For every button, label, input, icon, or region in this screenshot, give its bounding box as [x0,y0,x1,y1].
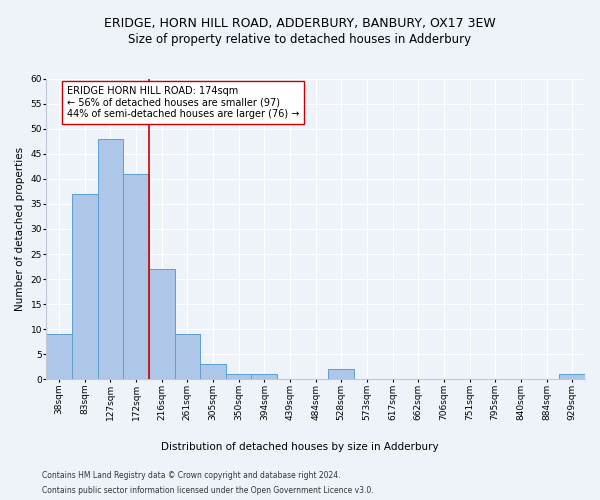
Bar [559,374,585,380]
Text: Contains public sector information licensed under the Open Government Licence v3: Contains public sector information licen… [42,486,374,495]
Text: Distribution of detached houses by size in Adderbury: Distribution of detached houses by size … [161,442,439,452]
Bar [200,364,226,380]
Y-axis label: Number of detached properties: Number of detached properties [15,147,25,311]
Text: ERIDGE HORN HILL ROAD: 174sqm
← 56% of detached houses are smaller (97)
44% of s: ERIDGE HORN HILL ROAD: 174sqm ← 56% of d… [67,86,299,119]
Bar [149,269,175,380]
Bar [251,374,277,380]
Bar [328,370,354,380]
Text: Size of property relative to detached houses in Adderbury: Size of property relative to detached ho… [128,32,472,46]
Bar [98,138,123,380]
Text: Contains HM Land Registry data © Crown copyright and database right 2024.: Contains HM Land Registry data © Crown c… [42,471,341,480]
Text: ERIDGE, HORN HILL ROAD, ADDERBURY, BANBURY, OX17 3EW: ERIDGE, HORN HILL ROAD, ADDERBURY, BANBU… [104,18,496,30]
Bar [123,174,149,380]
Bar [46,334,72,380]
Bar [226,374,251,380]
Bar [175,334,200,380]
Bar [72,194,98,380]
